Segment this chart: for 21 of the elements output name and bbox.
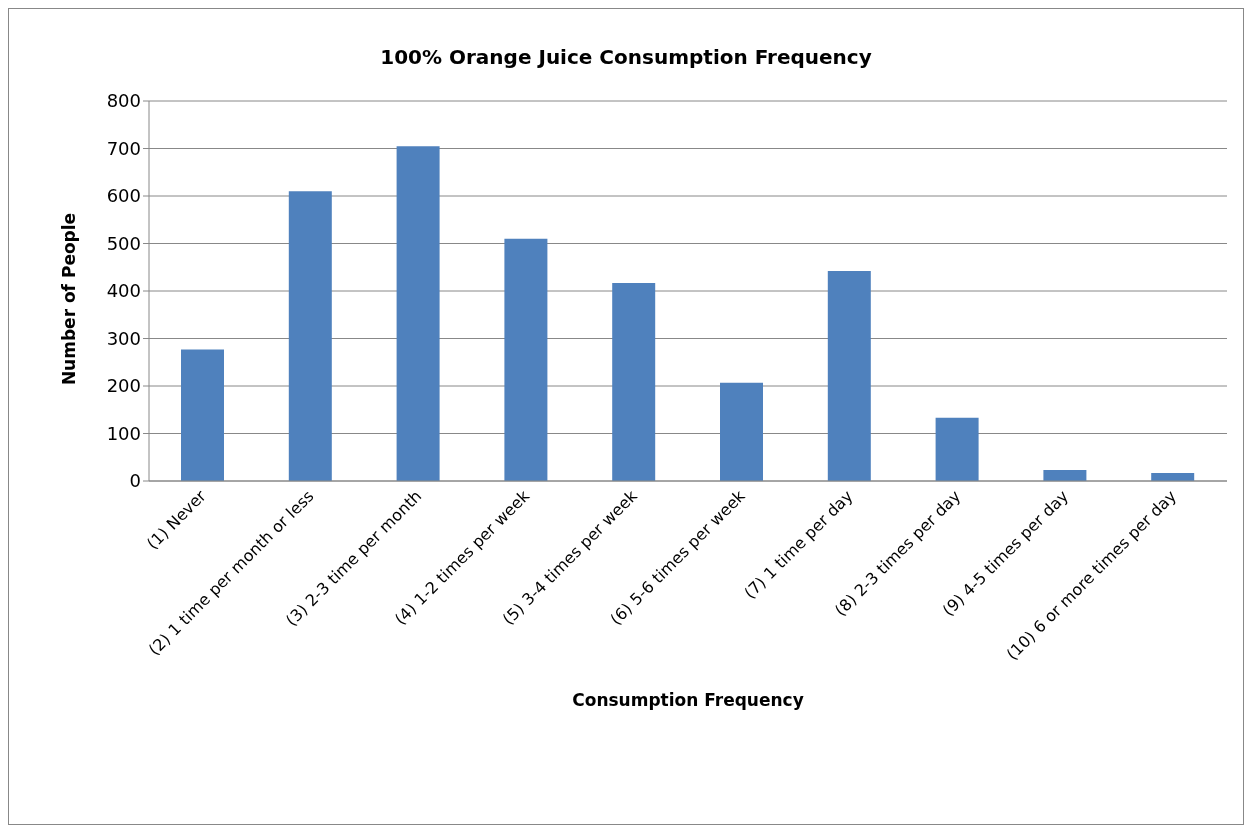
chart-title: 100% Orange Juice Consumption Frequency <box>379 45 873 69</box>
y-tick-label: 100 <box>106 422 141 444</box>
bar <box>396 146 440 481</box>
bar <box>288 191 332 481</box>
bar <box>504 238 548 481</box>
x-axis-title: Consumption Frequency <box>572 690 804 710</box>
bar <box>720 382 763 481</box>
bar <box>1043 470 1087 481</box>
bar <box>935 417 979 481</box>
y-tick-label: 300 <box>106 327 141 349</box>
y-tick-label: 200 <box>106 375 141 397</box>
y-tick-label: 400 <box>106 280 141 302</box>
bar <box>827 271 871 481</box>
y-tick-label: 0 <box>129 470 141 492</box>
y-tick-label: 500 <box>106 232 141 254</box>
y-tick-label: 600 <box>106 185 141 207</box>
y-tick-label: 700 <box>106 137 141 159</box>
y-axis-title: Number of People <box>59 212 79 386</box>
bar <box>612 282 656 481</box>
bar <box>181 349 224 481</box>
y-tick-label: 800 <box>106 90 141 112</box>
